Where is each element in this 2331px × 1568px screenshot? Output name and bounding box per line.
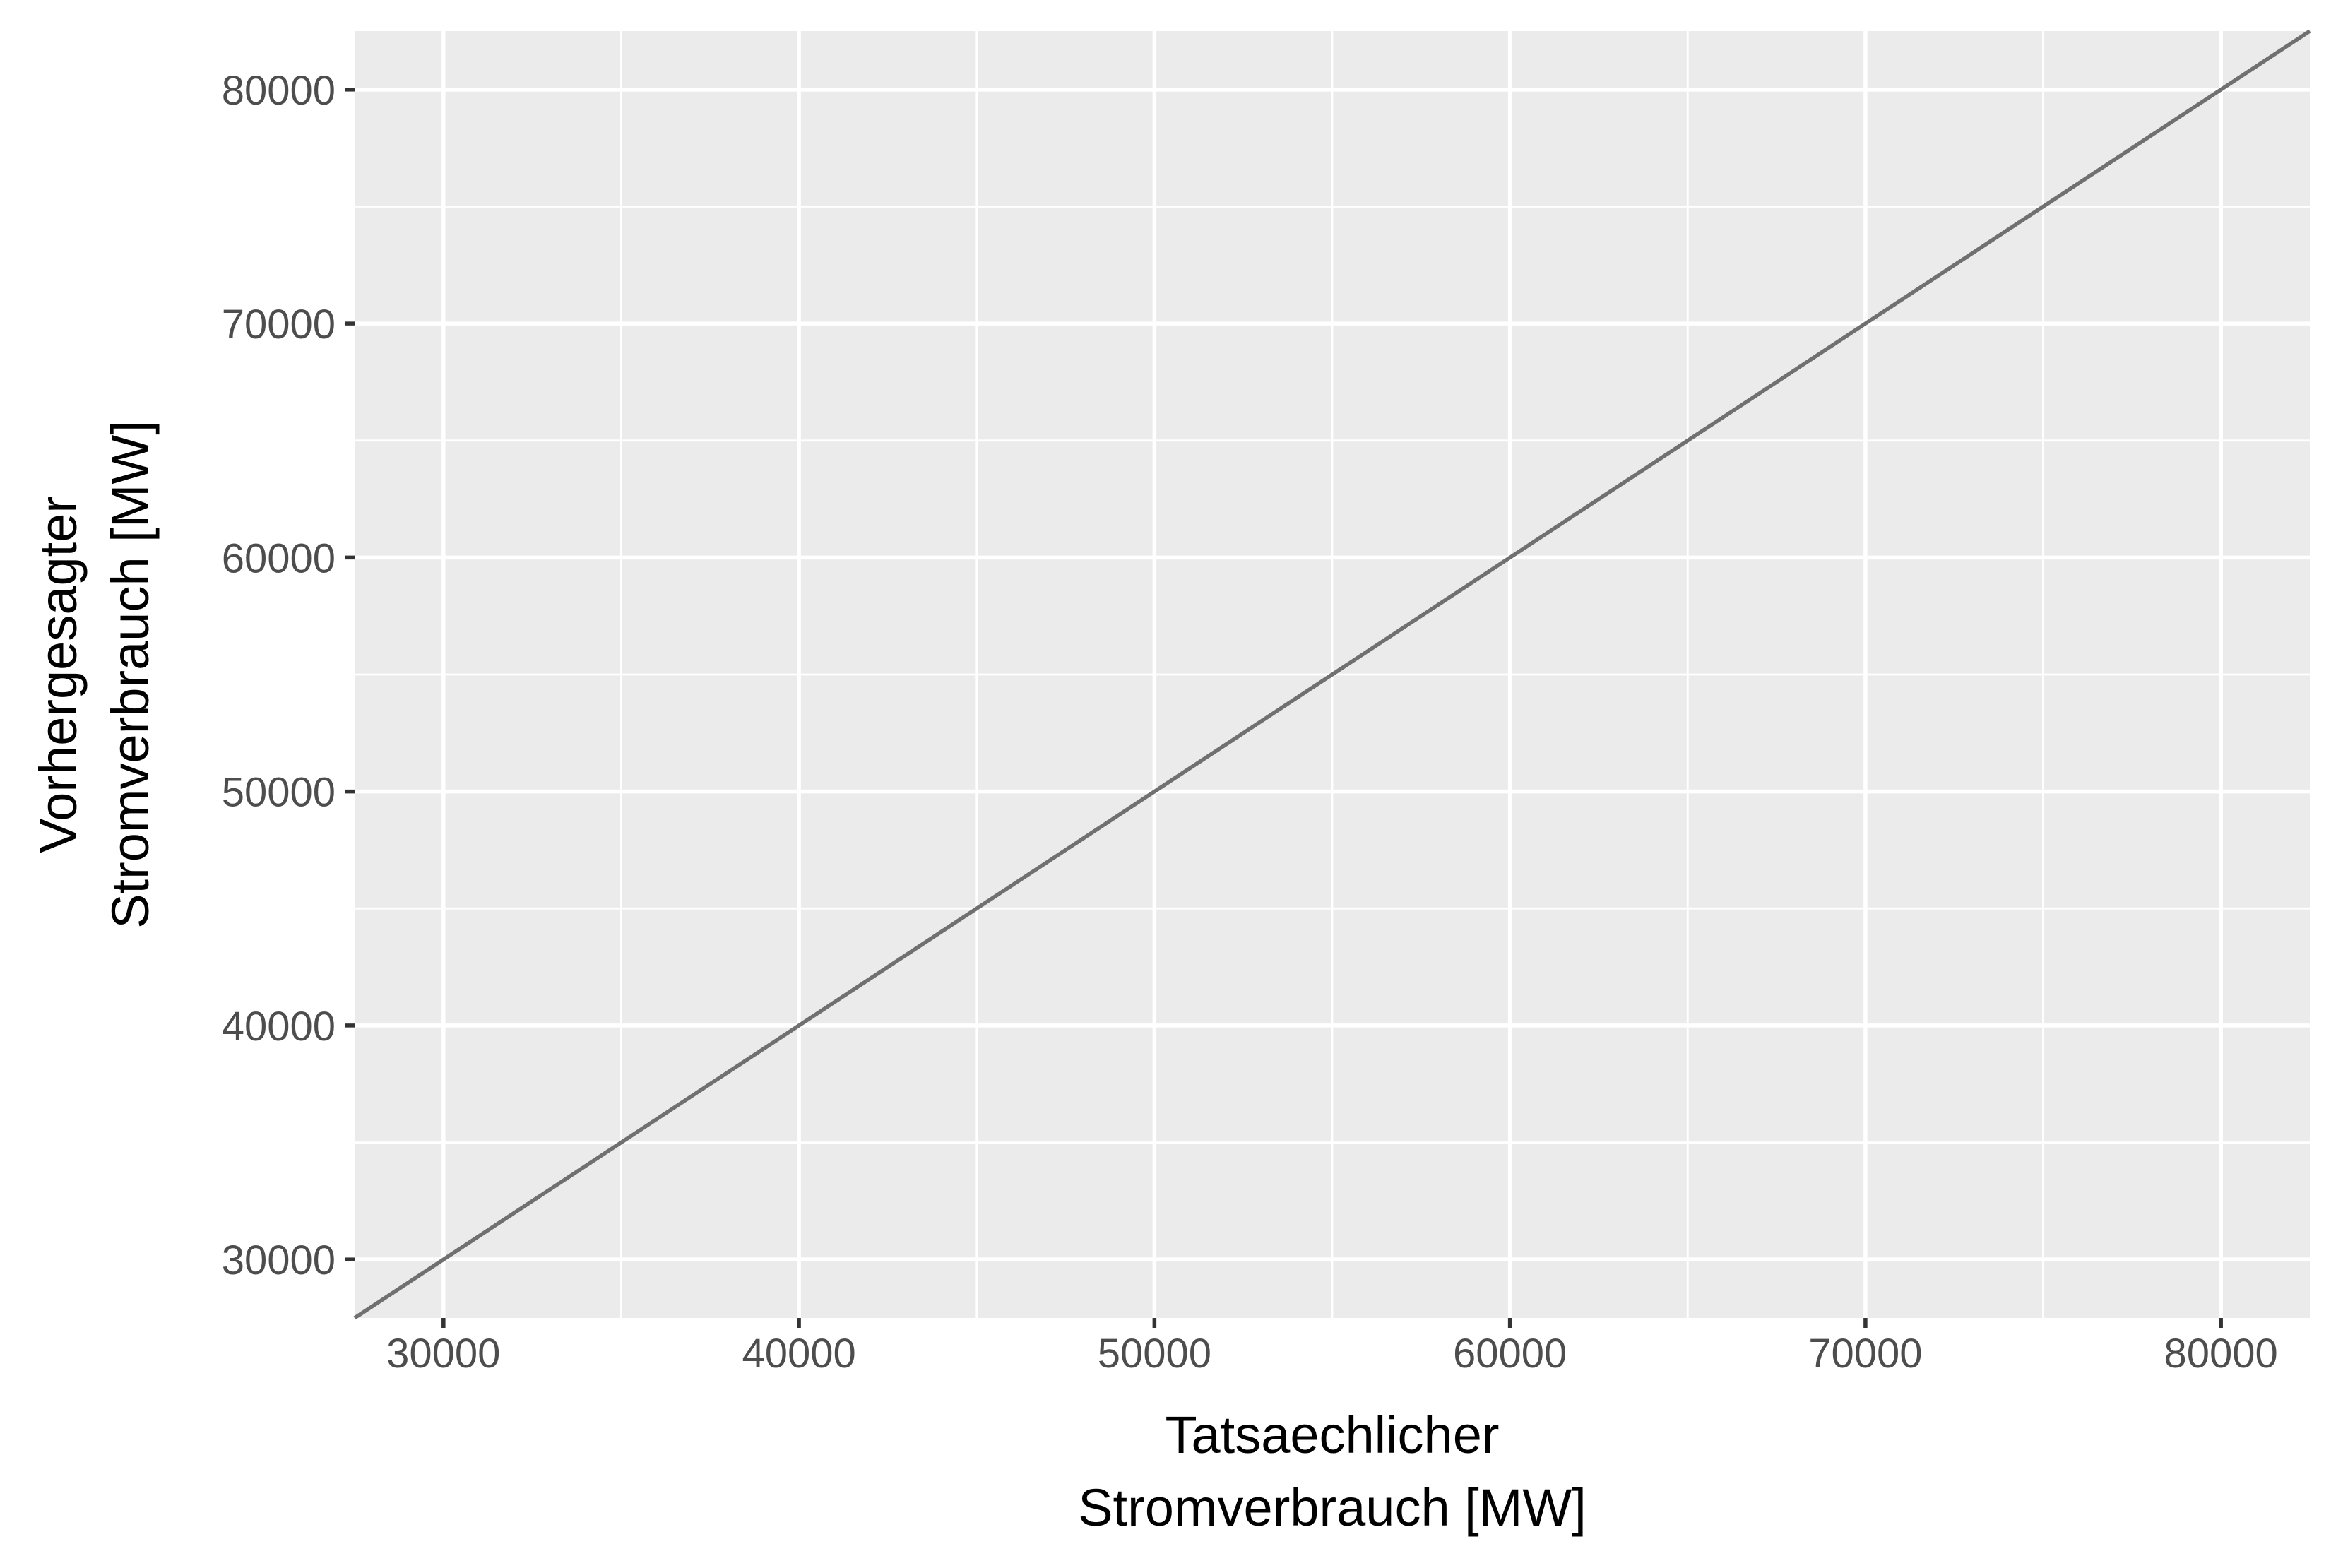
y-axis-title-line-2: Stromverbrauch [MW] xyxy=(101,420,160,929)
x-tick-label: 60000 xyxy=(1453,1331,1567,1377)
series-layer xyxy=(353,29,2311,1320)
x-tick-label: 80000 xyxy=(2164,1331,2278,1377)
x-tick-label: 40000 xyxy=(742,1331,855,1377)
y-tick-label: 80000 xyxy=(222,68,336,114)
y-axis-title-line-1: Vorhergesagter xyxy=(29,496,88,853)
y-tick-label: 30000 xyxy=(222,1237,336,1283)
identity-line xyxy=(353,29,2311,1320)
x-tick-label: 50000 xyxy=(1098,1331,1211,1377)
major-gridlines xyxy=(355,31,2310,1318)
y-tick-label: 60000 xyxy=(222,535,336,581)
y-axis: 30000 40000 50000 60000 70000 80000 xyxy=(222,68,355,1283)
y-tick-label: 40000 xyxy=(222,1004,336,1050)
x-axis-title-line-1: Tatsaechlicher xyxy=(1165,1406,1499,1464)
y-tick-label: 50000 xyxy=(222,770,336,816)
x-axis: 30000 40000 50000 60000 70000 80000 xyxy=(386,1318,2278,1377)
x-tick-label: 30000 xyxy=(386,1331,500,1377)
y-tick-label: 70000 xyxy=(222,302,336,348)
x-axis-title-line-2: Stromverbrauch [MW] xyxy=(1078,1478,1586,1537)
x-tick-label: 70000 xyxy=(1808,1331,1922,1377)
